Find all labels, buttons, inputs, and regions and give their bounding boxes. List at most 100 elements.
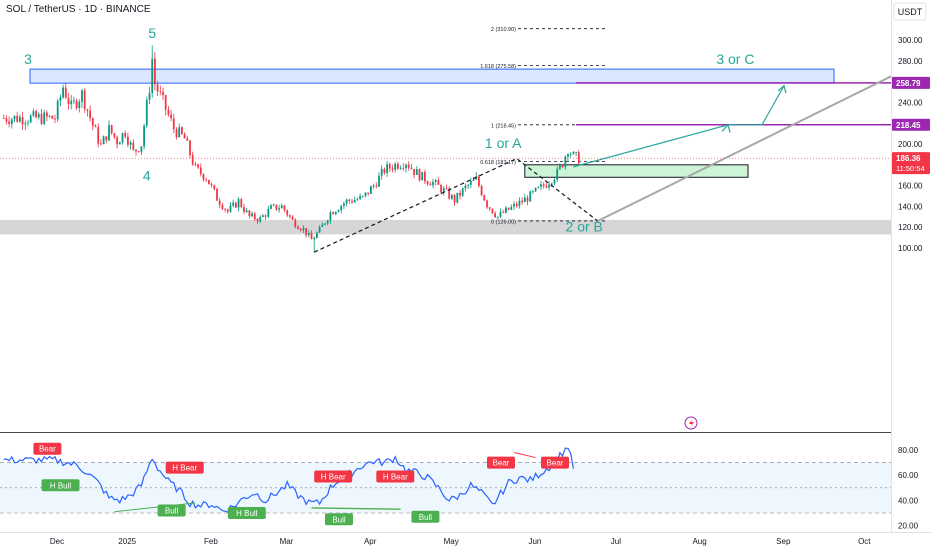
wave-label: 2 or B: [566, 218, 603, 234]
candle-body: [515, 203, 518, 206]
candle-body: [137, 151, 140, 153]
candle-body: [453, 195, 456, 203]
candle-body: [440, 184, 442, 193]
candle-body: [448, 188, 451, 199]
price-tag-label: 218.45: [896, 121, 921, 130]
divergence-tag[interactable]: [41, 479, 80, 492]
candle-body: [175, 129, 178, 137]
candle-body: [43, 112, 46, 124]
divergence-line: [513, 452, 536, 459]
candle-body: [97, 126, 100, 144]
candle-body: [378, 175, 380, 187]
candle-body: [264, 215, 267, 217]
candle-body: [297, 226, 299, 229]
time-tick-label: Jul: [611, 537, 621, 546]
candle-body: [467, 184, 469, 186]
projection-path[interactable]: [573, 85, 785, 168]
candle-body: [70, 100, 73, 105]
price-tick-label: 140.00: [898, 202, 923, 211]
candle-body: [348, 199, 351, 201]
price-tick-label: 240.00: [898, 98, 923, 107]
candle-body: [356, 199, 359, 201]
divergence-tag[interactable]: [157, 504, 186, 517]
time-tick-label: Mar: [280, 537, 294, 546]
divergence-tag[interactable]: [165, 461, 204, 474]
fib-level-label: 0 (126.00): [491, 219, 516, 225]
wave-label: 4: [143, 167, 151, 183]
candle-body: [140, 146, 143, 152]
price-axis-pane: [891, 0, 932, 550]
divergence-tag[interactable]: [376, 470, 415, 483]
candle-body: [553, 179, 556, 184]
candle-body: [167, 109, 170, 115]
candle-body: [75, 100, 78, 109]
candle-body: [205, 179, 208, 181]
candle-body: [191, 155, 194, 165]
target-box-zone[interactable]: [524, 164, 749, 178]
candle-body: [24, 123, 27, 125]
candle-body: [208, 179, 210, 185]
divergence-tag-label: H Bull: [236, 509, 258, 518]
candle-body: [542, 184, 545, 186]
divergence-tag[interactable]: [325, 513, 353, 526]
candle-body: [442, 188, 445, 193]
fib-level-label: 1 (218.45): [491, 123, 516, 129]
candle-body: [364, 192, 367, 196]
unit-badge[interactable]: [893, 2, 927, 21]
candle-body: [545, 185, 548, 188]
trendline-support[interactable]: [597, 75, 892, 222]
fib-level-label: 1.618 (275.58): [480, 64, 516, 70]
candle-body: [351, 200, 353, 203]
price-tick-label: 280.00: [898, 57, 923, 66]
symbol-title: SOL / TetherUS · 1D · BINANCE: [6, 4, 151, 15]
candle-body: [488, 207, 491, 209]
price-tick-label: 120.00: [898, 223, 923, 232]
candle-body: [16, 115, 19, 122]
candle-body: [399, 167, 402, 169]
resistance-zone[interactable]: [29, 68, 835, 84]
wave-label: 3 or C: [716, 51, 754, 67]
candle-body: [148, 92, 151, 100]
candle-body: [426, 181, 429, 184]
price-tag-label: 258.79: [896, 79, 921, 88]
candle-body: [151, 58, 154, 93]
candle-body: [523, 197, 526, 203]
candle-body: [556, 168, 559, 180]
wave-label: 1 or A: [485, 135, 522, 151]
fib-level-label: 2 (310.90): [491, 27, 516, 33]
candle-body: [324, 223, 326, 225]
candle-body: [561, 165, 564, 167]
divergence-tag[interactable]: [487, 456, 515, 469]
candle-body: [135, 149, 137, 152]
candle-body: [353, 200, 356, 203]
candle-body: [113, 133, 116, 138]
candle-body: [89, 110, 91, 119]
candle-body: [380, 168, 383, 176]
price-tag: [892, 76, 930, 89]
candle-body: [81, 90, 83, 102]
candle-body: [32, 111, 35, 116]
candle-body: [199, 167, 202, 175]
divergence-tag[interactable]: [227, 507, 266, 519]
candle-body: [491, 208, 494, 214]
price-tag-label: 186.36: [896, 154, 921, 163]
candle-body: [67, 97, 70, 105]
divergence-tag[interactable]: [541, 456, 569, 469]
support-zone[interactable]: [0, 219, 891, 235]
rsi-tick-label: 80.00: [898, 446, 919, 455]
candle-body: [310, 232, 313, 240]
divergence-tag[interactable]: [314, 470, 353, 483]
candle-body: [499, 211, 502, 217]
candle-body: [172, 118, 175, 130]
divergence-tag-label: Bull: [419, 513, 433, 522]
candle-body: [178, 127, 181, 137]
divergence-tag-label: H Bear: [172, 464, 197, 473]
projection-arrowhead: [777, 84, 787, 94]
candle-body: [318, 227, 321, 233]
divergence-tag[interactable]: [411, 510, 440, 523]
candle-body: [40, 114, 43, 124]
candle-body: [575, 152, 577, 153]
rsi-tick-label: 20.00: [898, 522, 919, 531]
divergence-tag[interactable]: [33, 442, 62, 455]
